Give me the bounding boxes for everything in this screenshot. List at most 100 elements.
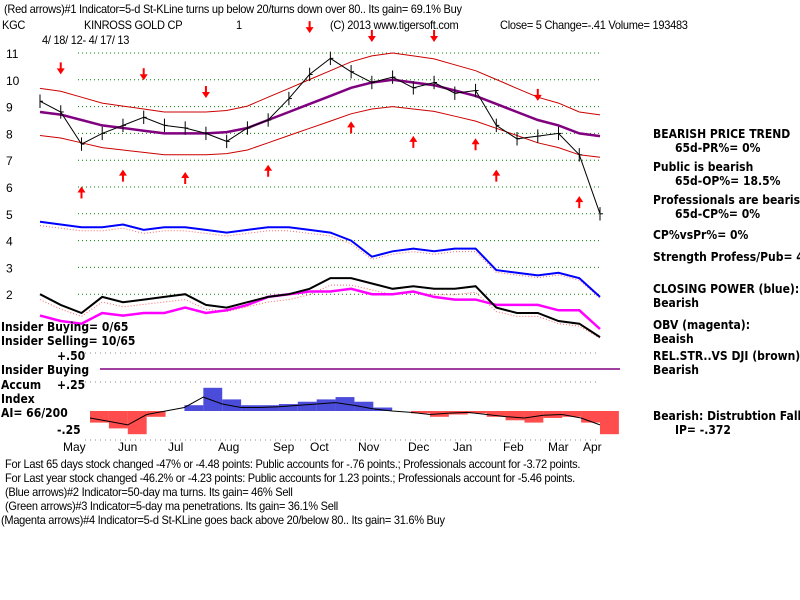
red-down-arrow	[56, 62, 65, 75]
x-tick-label: Jun	[118, 440, 137, 454]
red-up-arrow	[575, 196, 584, 209]
red-down-arrow	[367, 29, 376, 42]
y-tick-label: 4	[6, 235, 13, 249]
y-tick-label: 3	[6, 261, 13, 275]
ai-bar	[241, 405, 260, 411]
y-tick-label: 2	[6, 288, 13, 302]
red-down-arrow	[533, 88, 542, 101]
y-tick-label: 9	[6, 101, 13, 115]
red-up-arrow	[347, 121, 356, 134]
y-tick-label: 5	[6, 208, 13, 222]
lower-band-line	[39, 106, 601, 158]
panel-title: Public is bearish	[653, 160, 754, 174]
symbol: KGC	[2, 18, 26, 32]
red-up-arrow	[492, 169, 501, 182]
insider-selling: Insider Selling= 10/65	[1, 334, 136, 348]
x-tick-label: Oct	[310, 440, 329, 454]
ai-bar	[108, 411, 128, 429]
x-tick-label: Sep	[273, 440, 295, 454]
red-up-arrow	[471, 138, 480, 151]
panel-value: Bearish	[653, 363, 699, 377]
red-down-arrow	[139, 68, 148, 81]
x-tick-label: Apr	[583, 440, 602, 454]
y-tick-label: 8	[6, 127, 13, 141]
index-label: Index	[1, 392, 35, 406]
indicator1-text: (Red arrows)#1 Indicator=5-d St-KLine tu…	[4, 2, 462, 16]
panel-value: Beaish	[653, 332, 694, 346]
x-tick-label: Jan	[453, 440, 472, 454]
ai-bar	[581, 411, 600, 423]
red-up-arrow	[118, 169, 127, 182]
accum-label: Accum	[1, 378, 42, 392]
x-tick-label: Jul	[168, 440, 183, 454]
footer-blue-arrows: (Blue arrows)#2 Indicator=50-day ma turn…	[5, 485, 293, 499]
ai-bar	[411, 411, 430, 414]
panel-value: 65d-OP%= 18.5%	[675, 174, 781, 188]
red-up-arrow	[264, 164, 273, 177]
panel-title: CP%vsPr%= 0%	[653, 228, 749, 242]
ai-bar	[467, 411, 487, 414]
panel-title: CLOSING POWER (blue):	[653, 282, 800, 296]
ai-bar	[184, 405, 204, 411]
price-line	[39, 57, 601, 214]
x-tick-label: Nov	[358, 440, 379, 454]
ai-ma-line	[89, 396, 601, 426]
insider-buying: Insider Buying= 0/65	[1, 320, 129, 334]
rel-str-line	[39, 277, 601, 338]
panel-title: Bearish: Distrubtion Falling	[653, 409, 800, 423]
ai-bar	[146, 411, 166, 417]
ai-bar	[373, 407, 393, 411]
date-range: 4/ 18/ 12- 4/ 17/ 13	[42, 33, 130, 47]
x-tick-label: Feb	[503, 440, 524, 454]
ai-bar	[505, 411, 525, 421]
y-tick-label: 6	[6, 181, 13, 195]
ai-bar	[90, 411, 109, 423]
footer-green-arrows: (Green arrows)#3 Indicator=5-day ma pene…	[5, 499, 338, 513]
red-down-arrow	[201, 85, 210, 98]
footer-65d: For Last 65 days stock changed -47% or -…	[5, 457, 581, 471]
insider-legend: Insider Buying	[1, 363, 90, 377]
ai-bar	[203, 387, 223, 411]
ai-plus25: +.25	[57, 378, 86, 392]
closing-power-line	[39, 220, 601, 298]
x-tick-label: Aug	[218, 440, 239, 454]
ai-bar	[278, 404, 298, 411]
panel-value: IP= -.372	[675, 423, 731, 437]
ma50-line	[39, 78, 601, 138]
ai-bar	[260, 405, 279, 411]
ai-plus50: +.50	[57, 349, 86, 363]
ai-bar	[354, 401, 374, 411]
y-tick-label: 11	[6, 47, 19, 61]
footer-year: For Last year stock changed -46.2% or -4…	[5, 471, 575, 485]
ai-bar	[127, 411, 147, 435]
ai-bar	[297, 401, 317, 411]
upper-band-line	[39, 52, 601, 116]
red-up-arrow	[181, 172, 190, 185]
panel-value: Bearish	[653, 296, 699, 310]
ai-minus25: -.25	[57, 423, 81, 437]
x-tick-label: Mar	[548, 440, 569, 454]
ai-bar	[600, 411, 619, 435]
ai-bar	[486, 411, 506, 417]
quote-summary: Close= 5 Change=-.41 Volume= 193483	[500, 18, 688, 32]
y-tick-label: 7	[6, 154, 13, 168]
panel-title: Professionals are bearish	[653, 193, 800, 207]
copyright: (C) 2013 www.tigersoft.com	[330, 18, 459, 32]
ai-bar	[222, 399, 242, 411]
footer-magenta-arrows: (Magenta arrows)#4 Indicator=5-d St-KLin…	[1, 513, 445, 527]
red-down-arrow	[305, 21, 314, 34]
panel-title: REL.STR..VS DJI (brown)	[653, 349, 800, 363]
ai-value: AI= 66/200	[1, 406, 68, 420]
panel-value: 65d-CP%= 0%	[675, 207, 761, 221]
obv-line	[39, 287, 601, 330]
red-up-arrow	[77, 186, 86, 199]
panel-title: Strength Profess/Pub= 4.9	[653, 250, 800, 264]
red-down-arrow	[430, 29, 439, 42]
panel-value: 65d-PR%= 0%	[675, 141, 761, 155]
ai-bar	[562, 411, 582, 417]
panel-title: OBV (magenta):	[653, 318, 751, 332]
ai-bar	[316, 399, 336, 411]
x-tick-label: May	[63, 440, 86, 454]
